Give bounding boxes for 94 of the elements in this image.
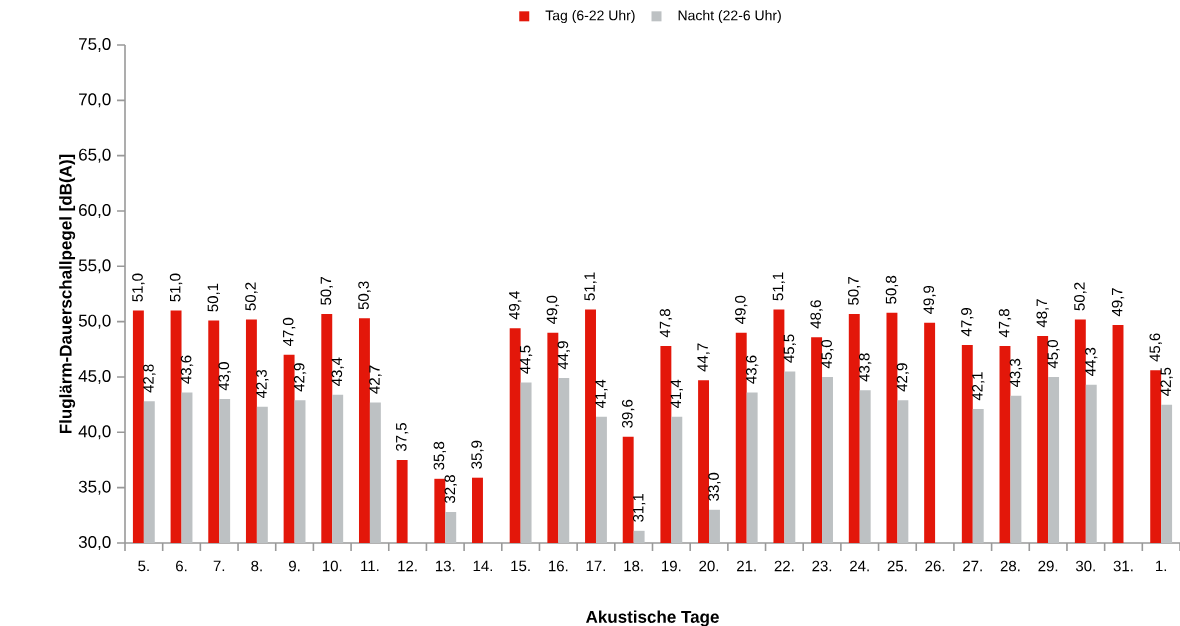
data-label: 50,1 [207, 283, 220, 312]
data-label: 39,6 [622, 399, 635, 428]
x-tick-label: 17. [586, 560, 606, 572]
data-label: 49,0 [735, 295, 748, 324]
data-label: 49,0 [546, 295, 560, 324]
x-tick-label: 23. [812, 560, 832, 572]
data-label: 43,0 [218, 362, 231, 391]
data-label: 41,4 [595, 379, 608, 409]
data-label: 49,9 [923, 285, 936, 315]
x-tick-label: 28. [1000, 560, 1020, 572]
y-tick-label: 45,0 [78, 369, 111, 384]
x-axis-title: Akustische Tage [585, 610, 719, 626]
x-tick-label: 22. [774, 560, 794, 572]
x-tick-label: 13. [435, 560, 455, 572]
data-label: 51,0 [132, 273, 145, 302]
x-tick-label: 31. [1113, 560, 1133, 572]
data-label: 47,8 [998, 309, 1012, 338]
x-tick-label: 27. [963, 560, 982, 572]
data-label: 47,8 [659, 309, 673, 338]
x-tick-label: 9. [288, 560, 300, 572]
data-label: 50,2 [245, 282, 258, 311]
y-tick-label: 55,0 [78, 259, 111, 274]
x-tick-label: 12. [398, 560, 417, 572]
y-tick-label: 40,0 [78, 425, 111, 440]
data-label: 44,7 [697, 343, 710, 372]
data-label: 51,1 [584, 272, 597, 301]
data-label: 50,7 [320, 277, 333, 305]
x-tick-label: 5. [138, 560, 149, 572]
x-tick-label: 26. [925, 560, 945, 572]
legend-label: Nacht (22-6 Uhr) [678, 10, 781, 24]
data-label: 42,7 [369, 365, 382, 394]
y-tick-label: 50,0 [78, 314, 111, 329]
data-label: 42,9 [896, 363, 910, 392]
data-label: 42,5 [1160, 367, 1173, 396]
data-label: 42,9 [293, 363, 307, 392]
data-label: 47,0 [282, 317, 296, 347]
data-label: 43,3 [1009, 358, 1023, 388]
x-tick-label: 10. [322, 560, 342, 572]
data-label: 42,1 [972, 372, 985, 401]
x-tick-label: 30. [1075, 560, 1095, 572]
data-label: 45,6 [1149, 333, 1162, 362]
data-label: 41,4 [670, 379, 683, 409]
x-tick-label: 24. [850, 560, 869, 572]
x-tick-label: 8. [251, 560, 262, 572]
data-label: 42,8 [143, 364, 156, 393]
y-axis-title: Fluglärm-Dauerschallpegel [dB(A)] [59, 154, 76, 434]
data-label: 44,5 [519, 345, 533, 374]
data-label: 48,6 [810, 300, 823, 329]
y-tick-label: 35,0 [78, 480, 111, 495]
data-label: 50,8 [885, 275, 899, 304]
x-tick-label: 1. [1156, 560, 1167, 572]
y-tick-label: 30,0 [78, 535, 111, 550]
x-tick-label: 6. [176, 560, 187, 572]
legend-label: Tag (6-22 Uhr) [545, 10, 635, 24]
data-label: 37,5 [395, 423, 409, 452]
x-tick-label: 21. [737, 560, 756, 572]
data-label: 50,2 [1074, 282, 1087, 311]
x-tick-label: 25. [887, 560, 907, 572]
data-label: 43,6 [745, 355, 759, 384]
y-tick-label: 60,0 [79, 203, 111, 218]
data-label: 35,9 [471, 440, 484, 469]
x-tick-label: 15. [511, 560, 530, 572]
data-label: 42,3 [256, 369, 269, 399]
data-label: 48,7 [1036, 299, 1049, 328]
data-label: 43,4 [331, 357, 344, 386]
data-label: 49,7 [1111, 288, 1125, 317]
data-label: 47,9 [961, 308, 974, 337]
data-label: 43,6 [180, 355, 194, 384]
data-label: 50,3 [358, 281, 371, 310]
x-tick-label: 7. [213, 560, 225, 572]
data-label: 45,0 [1047, 339, 1060, 369]
data-label: 33,0 [708, 472, 721, 501]
y-tick-label: 75,0 [79, 37, 111, 53]
y-tick-label: 70,0 [79, 93, 111, 108]
data-label: 50,7 [848, 277, 861, 305]
data-label: 35,8 [433, 441, 446, 470]
data-label: 45,0 [821, 339, 834, 369]
data-label: 51,1 [772, 272, 786, 301]
x-tick-label: 19. [662, 560, 681, 572]
x-tick-label: 11. [361, 560, 379, 572]
y-tick-label: 65,0 [79, 148, 111, 163]
data-label: 32,8 [444, 475, 457, 504]
data-label: 51,0 [169, 273, 183, 302]
data-label: 44,9 [557, 341, 570, 370]
data-label: 31,1 [632, 493, 646, 522]
x-tick-label: 29. [1038, 560, 1058, 572]
x-tick-label: 18. [624, 560, 643, 572]
x-tick-label: 16. [549, 560, 568, 572]
data-label: 49,4 [508, 291, 522, 320]
data-label: 45,5 [783, 334, 796, 363]
x-tick-label: 14. [473, 560, 492, 572]
x-tick-label: 20. [699, 560, 719, 572]
data-label: 44,3 [1085, 347, 1098, 376]
data-label: 43,8 [858, 353, 872, 382]
